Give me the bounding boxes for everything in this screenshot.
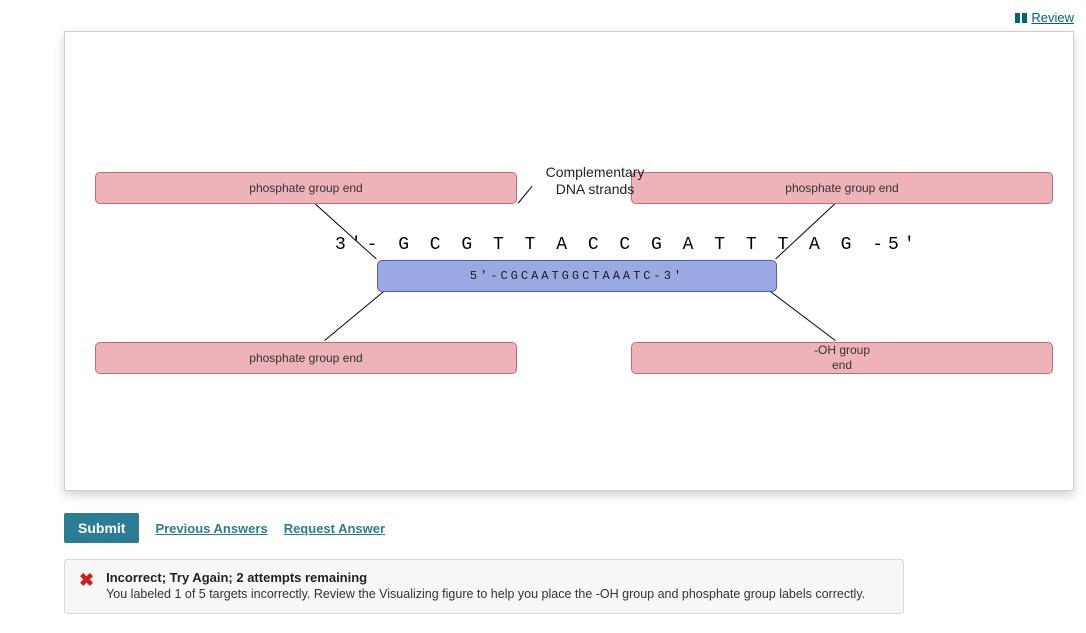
diagram-panel: phosphate group end phosphate group end … (64, 31, 1074, 491)
target-top-left[interactable]: phosphate group end (95, 172, 517, 204)
feedback-box: ✖ Incorrect; Try Again; 2 attempts remai… (64, 559, 904, 614)
feedback-text: Incorrect; Try Again; 2 attempts remaini… (106, 570, 865, 601)
target-label: phosphate group end (249, 351, 362, 366)
target-label: phosphate group end (785, 181, 898, 196)
review-link-label: Review (1031, 10, 1074, 25)
review-link[interactable]: Review (1015, 10, 1074, 25)
dna-sequence-bottom[interactable]: 5'-CGCAATGGCTAAATC-3' (377, 260, 777, 292)
seq-bottom-text: 5'-CGCAATGGCTAAATC-3' (470, 269, 684, 283)
target-top-right[interactable]: phosphate group end (631, 172, 1053, 204)
review-link-row: Review (12, 10, 1074, 25)
action-row: Submit Previous Answers Request Answer (64, 513, 1074, 543)
request-answer-link[interactable]: Request Answer (284, 521, 385, 536)
book-icon (1015, 11, 1027, 21)
diagram-canvas: phosphate group end phosphate group end … (65, 32, 1073, 490)
submit-button[interactable]: Submit (64, 513, 139, 543)
target-bottom-right[interactable]: -OH groupend (631, 342, 1053, 374)
complementary-label: ComplementaryDNA strands (530, 164, 660, 198)
target-bottom-left[interactable]: phosphate group end (95, 342, 517, 374)
incorrect-icon: ✖ (79, 571, 94, 601)
previous-answers-link[interactable]: Previous Answers (155, 521, 267, 536)
dna-sequence-top: 3'- G C G T T A C C G A T T T A G -5' (335, 235, 920, 255)
feedback-headline: Incorrect; Try Again; 2 attempts remaini… (106, 570, 865, 585)
target-label: phosphate group end (249, 181, 362, 196)
feedback-detail: You labeled 1 of 5 targets incorrectly. … (106, 587, 865, 601)
target-label: -OH groupend (814, 343, 870, 373)
